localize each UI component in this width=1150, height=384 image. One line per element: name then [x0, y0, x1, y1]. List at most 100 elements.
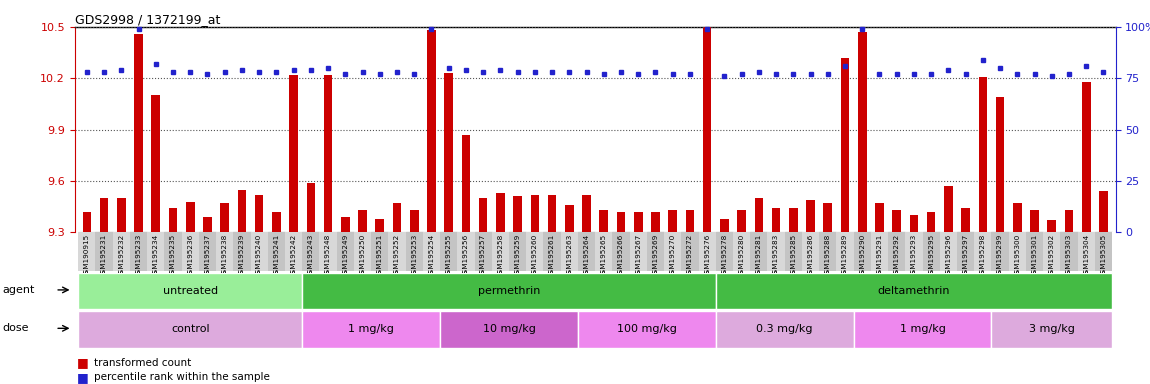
Bar — [922, 232, 940, 271]
Bar — [354, 232, 371, 271]
Text: GSM195288: GSM195288 — [825, 234, 830, 278]
Bar — [440, 232, 458, 271]
Bar — [681, 232, 698, 271]
Bar — [527, 232, 544, 271]
Bar — [320, 232, 337, 271]
Text: GSM195263: GSM195263 — [566, 234, 573, 278]
Bar — [957, 232, 974, 271]
Text: GSM195286: GSM195286 — [807, 234, 813, 278]
Text: GSM195266: GSM195266 — [618, 234, 624, 278]
Bar — [599, 210, 608, 232]
Bar — [238, 190, 246, 232]
Bar — [475, 232, 492, 271]
Text: GSM195236: GSM195236 — [187, 234, 193, 278]
Text: deltamethrin: deltamethrin — [877, 286, 950, 296]
Bar — [565, 205, 574, 232]
Bar — [853, 232, 871, 271]
Text: 0.3 mg/kg: 0.3 mg/kg — [757, 324, 813, 334]
Text: 1 mg/kg: 1 mg/kg — [348, 324, 394, 334]
Text: GSM195251: GSM195251 — [377, 234, 383, 278]
Text: GSM195290: GSM195290 — [859, 234, 865, 278]
Bar — [340, 217, 350, 232]
Bar — [892, 210, 900, 232]
Bar — [754, 198, 764, 232]
Text: agent: agent — [2, 285, 34, 295]
Text: GSM195259: GSM195259 — [514, 234, 521, 278]
Bar — [582, 195, 591, 232]
Bar — [737, 210, 746, 232]
Text: GDS2998 / 1372199_at: GDS2998 / 1372199_at — [75, 13, 220, 26]
Bar — [95, 232, 113, 271]
Bar — [169, 209, 177, 232]
Text: GSM195305: GSM195305 — [1101, 234, 1106, 278]
Text: GSM195293: GSM195293 — [911, 234, 917, 278]
Text: GSM195248: GSM195248 — [325, 234, 331, 278]
Bar — [389, 232, 406, 271]
Bar — [113, 232, 130, 271]
Bar — [888, 232, 905, 271]
Text: 3 mg/kg: 3 mg/kg — [1029, 324, 1075, 334]
Bar — [961, 209, 969, 232]
Bar — [720, 218, 729, 232]
Bar — [979, 76, 987, 232]
Bar — [750, 232, 767, 271]
Bar — [561, 232, 578, 271]
Bar — [1082, 82, 1090, 232]
Bar — [940, 232, 957, 271]
Bar — [135, 34, 143, 232]
Text: GSM195299: GSM195299 — [997, 234, 1003, 278]
Text: GSM195239: GSM195239 — [239, 234, 245, 278]
Bar — [651, 212, 660, 232]
Text: dose: dose — [2, 323, 29, 333]
Text: GSM195242: GSM195242 — [291, 234, 297, 278]
Bar — [841, 58, 850, 232]
Text: control: control — [171, 324, 209, 334]
Text: GSM195231: GSM195231 — [101, 234, 107, 278]
Text: 100 mg/kg: 100 mg/kg — [616, 324, 676, 334]
Bar — [578, 311, 715, 348]
Text: GSM195235: GSM195235 — [170, 234, 176, 278]
Bar — [302, 311, 440, 348]
Text: GSM195240: GSM195240 — [256, 234, 262, 278]
Bar — [1026, 232, 1043, 271]
Bar — [629, 232, 646, 271]
Bar — [871, 232, 888, 271]
Bar — [255, 195, 263, 232]
Bar — [806, 200, 815, 232]
Bar — [634, 212, 643, 232]
Text: GSM195283: GSM195283 — [773, 234, 779, 278]
Bar — [285, 232, 302, 271]
Bar — [836, 232, 853, 271]
Bar — [461, 135, 470, 232]
Text: GSM195258: GSM195258 — [497, 234, 504, 278]
Bar — [458, 232, 475, 271]
Bar — [324, 75, 332, 232]
Bar — [78, 232, 95, 271]
Text: ■: ■ — [77, 356, 89, 369]
Bar — [509, 232, 527, 271]
Bar — [596, 232, 612, 271]
Text: GSM195272: GSM195272 — [687, 234, 693, 278]
Text: GSM195264: GSM195264 — [583, 234, 590, 278]
Bar — [307, 183, 315, 232]
Text: GSM195232: GSM195232 — [118, 234, 124, 278]
Bar — [83, 212, 91, 232]
Text: GSM195297: GSM195297 — [963, 234, 968, 278]
Bar — [268, 232, 285, 271]
Bar — [78, 311, 302, 348]
Bar — [423, 232, 440, 271]
Text: ■: ■ — [77, 371, 89, 384]
Bar — [358, 210, 367, 232]
Bar — [302, 232, 320, 271]
Bar — [664, 232, 681, 271]
Bar — [530, 195, 539, 232]
Text: GSM195252: GSM195252 — [394, 234, 400, 278]
Text: GSM195281: GSM195281 — [756, 234, 761, 278]
Bar — [685, 210, 695, 232]
Text: GSM195298: GSM195298 — [980, 234, 986, 278]
Bar — [1095, 232, 1112, 271]
Bar — [715, 311, 853, 348]
Bar — [544, 232, 561, 271]
Bar — [371, 232, 389, 271]
Bar — [905, 232, 922, 271]
